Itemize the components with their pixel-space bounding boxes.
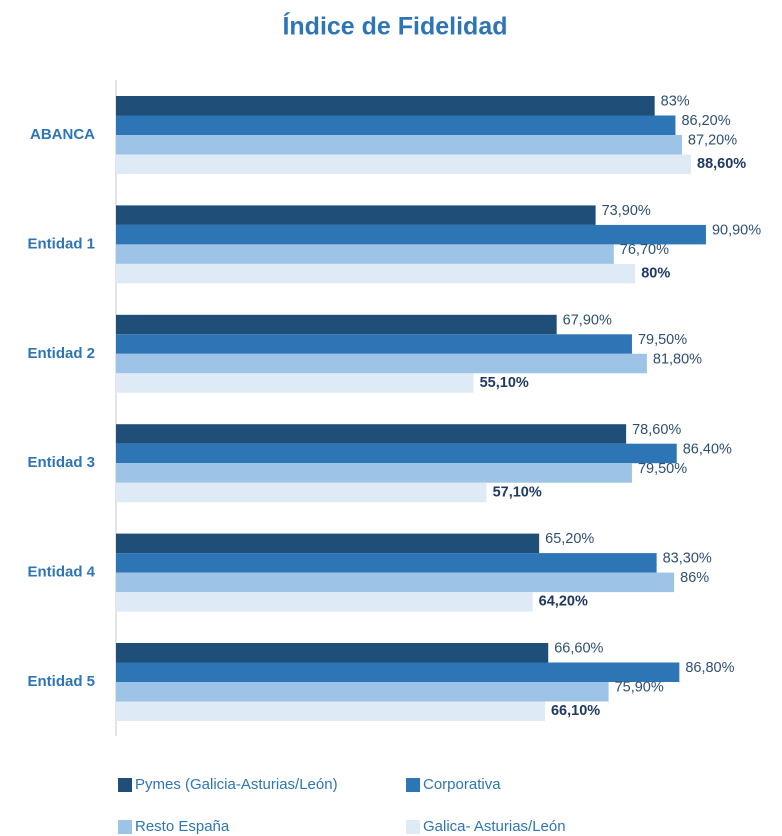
bar — [116, 482, 487, 503]
value-label: 79,50% — [638, 461, 687, 477]
legend-label: Resto España — [135, 818, 230, 835]
bar — [116, 572, 675, 593]
value-label: 81,80% — [653, 351, 702, 367]
value-label: 76,70% — [620, 242, 669, 258]
value-label: 83% — [661, 94, 690, 110]
bar — [116, 424, 627, 444]
bar — [116, 643, 549, 663]
legend-swatch — [406, 778, 420, 792]
legend-swatch — [118, 778, 132, 792]
bar — [116, 263, 636, 284]
bar — [116, 701, 545, 721]
value-label: 57,10% — [493, 484, 542, 500]
value-label: 87,20% — [688, 133, 737, 149]
value-label: 86,40% — [683, 441, 732, 457]
category-label: Entidad 4 — [27, 564, 95, 581]
legend-swatch — [118, 820, 132, 834]
bar — [116, 682, 609, 702]
value-label: 86% — [680, 570, 709, 586]
value-label: 90,90% — [712, 222, 761, 238]
category-label: Entidad 5 — [27, 673, 95, 690]
bar — [116, 115, 676, 135]
bar — [116, 334, 632, 354]
value-label: 73,90% — [602, 203, 651, 219]
bar — [116, 592, 533, 612]
category-label: Entidad 2 — [27, 345, 95, 362]
value-label: 78,60% — [632, 422, 681, 438]
bar — [116, 662, 680, 682]
value-label: 88,60% — [697, 156, 746, 172]
value-label: 55,10% — [480, 375, 529, 391]
bar — [116, 205, 596, 225]
bar — [116, 135, 682, 155]
value-label: 66,60% — [554, 641, 603, 657]
bar — [116, 533, 540, 554]
bar — [116, 373, 474, 393]
value-label: 66,10% — [551, 703, 600, 719]
value-label: 86,80% — [685, 660, 734, 676]
bar — [116, 463, 632, 483]
value-label: 64,20% — [539, 594, 588, 610]
value-label: 65,20% — [545, 531, 594, 547]
bar — [116, 154, 692, 174]
value-label: 79,50% — [638, 332, 687, 348]
bar — [116, 314, 557, 335]
bar — [116, 443, 677, 464]
bar — [116, 244, 614, 264]
bar — [116, 553, 657, 573]
value-label: 75,90% — [615, 680, 664, 696]
bar — [116, 224, 706, 245]
value-label: 80% — [641, 265, 670, 281]
bar — [116, 353, 647, 374]
category-label: Entidad 1 — [27, 235, 95, 252]
category-label: Entidad 3 — [27, 454, 95, 471]
legend-swatch — [406, 820, 420, 834]
legend-label: Corporativa — [423, 776, 501, 793]
legend-label: Galica- Asturias/León — [423, 818, 566, 835]
value-label: 83,30% — [663, 551, 712, 567]
bar — [116, 96, 655, 116]
legend-label: Pymes (Galicia-Asturias/León) — [135, 776, 338, 793]
value-label: 86,20% — [681, 113, 730, 129]
chart-title: Índice de Fidelidad — [282, 12, 507, 41]
value-label: 67,90% — [563, 312, 612, 328]
category-label: ABANCA — [30, 126, 95, 143]
